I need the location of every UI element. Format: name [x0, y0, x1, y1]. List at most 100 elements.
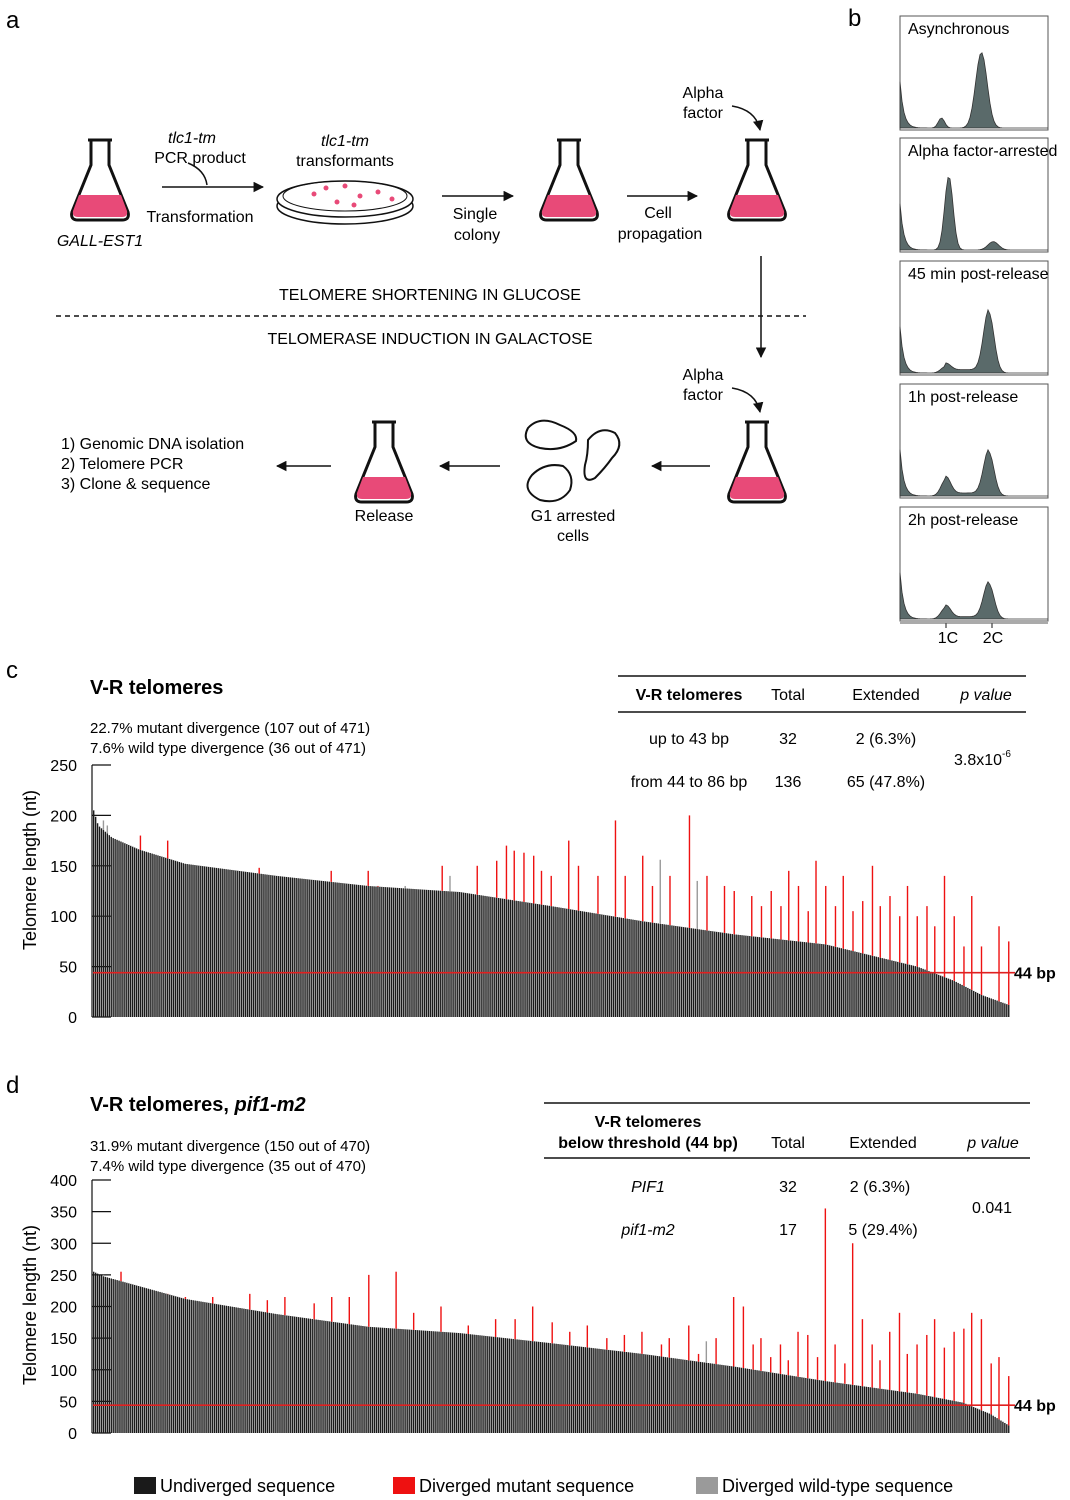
bar	[258, 1311, 261, 1433]
bar	[600, 1349, 602, 1433]
bar	[344, 883, 346, 1017]
bar	[317, 1319, 319, 1433]
bar	[753, 936, 755, 1017]
bar	[526, 1340, 528, 1433]
bar	[208, 1302, 210, 1433]
bar	[976, 992, 979, 1017]
bar	[770, 1372, 772, 1433]
bar-diverged	[624, 875, 626, 919]
bar	[546, 905, 549, 1017]
step-2: 2) Telomere PCR	[61, 456, 183, 473]
bar	[745, 935, 747, 1017]
bar	[94, 1272, 97, 1433]
bar	[361, 885, 364, 1017]
bar	[892, 1390, 895, 1433]
bar	[205, 866, 208, 1017]
bar	[1006, 1424, 1008, 1433]
bar	[129, 845, 132, 1017]
bar	[768, 938, 770, 1017]
bar-diverged	[688, 815, 691, 928]
bar	[871, 1387, 873, 1433]
bar	[139, 849, 142, 1017]
bar	[258, 873, 260, 1017]
bar	[556, 907, 558, 1017]
bar	[541, 1342, 544, 1433]
bar	[389, 1328, 391, 1433]
bar	[441, 890, 443, 1017]
bar	[406, 888, 408, 1017]
flask-icon	[539, 138, 599, 222]
bar	[988, 1413, 990, 1433]
bar	[793, 940, 796, 1017]
flow-histogram-box	[899, 383, 1049, 499]
bar	[691, 1360, 694, 1433]
bar	[437, 890, 440, 1017]
bar	[1008, 1425, 1010, 1433]
bar	[731, 1366, 733, 1433]
bar	[781, 1374, 784, 1433]
bar	[816, 1379, 819, 1433]
bar	[472, 894, 475, 1017]
bar-diverged	[514, 1319, 516, 1340]
bar	[229, 869, 231, 1017]
bar	[651, 1355, 653, 1433]
bar	[606, 915, 609, 1017]
bar	[398, 888, 401, 1017]
bar	[774, 938, 776, 1017]
bar	[853, 1385, 856, 1433]
bar	[558, 907, 560, 1017]
bar	[517, 901, 519, 1017]
bar	[838, 947, 841, 1017]
bar	[202, 1301, 204, 1433]
bar	[157, 1291, 159, 1433]
bar	[982, 995, 985, 1017]
bar	[290, 1316, 292, 1433]
bar	[560, 907, 562, 1017]
bar	[386, 887, 389, 1017]
bar	[992, 999, 994, 1017]
bar-diverged	[971, 896, 973, 990]
bar	[528, 1340, 530, 1433]
bar	[329, 1321, 331, 1433]
bar	[449, 891, 451, 1017]
y-tick-label: 0	[68, 1426, 77, 1443]
bar	[633, 1352, 635, 1433]
bar	[830, 1381, 832, 1433]
y-tick-label: 100	[50, 909, 77, 926]
bar	[817, 943, 819, 1017]
legend-label-undiverged: Undiverged sequence	[160, 1476, 335, 1496]
bar	[984, 1411, 987, 1433]
bar	[426, 1330, 429, 1433]
bar	[969, 988, 971, 1017]
bar-diverged	[844, 1363, 846, 1384]
bar	[270, 1313, 272, 1433]
bar	[787, 1375, 789, 1433]
bar	[902, 1391, 905, 1433]
bar	[764, 937, 767, 1017]
bar	[428, 1330, 430, 1433]
bar	[520, 1339, 522, 1433]
bar	[928, 971, 930, 1017]
bar	[301, 878, 303, 1017]
bar-diverged	[523, 852, 525, 902]
panel-d: V-R telomeres, pif1-m2 31.9% mutant dive…	[20, 1094, 1056, 1443]
bar-diverged	[540, 870, 543, 905]
bar-diverged	[505, 845, 508, 900]
bar	[225, 1305, 228, 1433]
bar-diverged	[963, 946, 965, 986]
bar	[766, 937, 769, 1017]
bar	[425, 889, 428, 1017]
bar	[334, 882, 336, 1017]
bar-diverged	[742, 1306, 745, 1369]
bar	[674, 1358, 676, 1433]
bar	[120, 1281, 122, 1433]
bar	[641, 1353, 643, 1433]
bar	[612, 916, 615, 1017]
bar	[887, 959, 889, 1017]
bar	[879, 957, 881, 1017]
bar	[279, 876, 282, 1017]
chart-c-title: V-R telomeres	[90, 677, 223, 699]
flow-histogram-box	[899, 506, 1049, 622]
bar	[457, 1332, 460, 1433]
bar	[590, 1347, 592, 1433]
